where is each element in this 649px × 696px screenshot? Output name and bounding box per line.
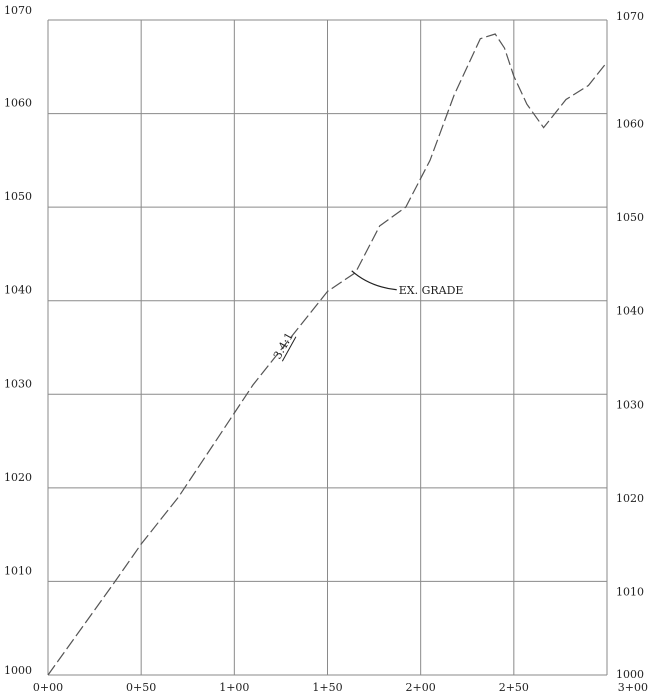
- annotations: EX. GRADE 3.4:1: [271, 270, 464, 362]
- y-tick-label-right: 1000: [616, 668, 644, 681]
- ex-grade-label: EX. GRADE: [399, 284, 464, 297]
- y-axis-right-ticks: 1000 1010 1020 1030 1040 1050 1060 1070: [616, 10, 644, 681]
- slope-underline: [281, 336, 297, 362]
- y-tick-label-left: 1070: [4, 4, 32, 17]
- x-tick-label: 0+50: [126, 681, 156, 694]
- x-tick-label: 2+50: [499, 681, 529, 694]
- y-tick-label-right: 1050: [616, 211, 644, 224]
- x-tick-label: 0+00: [33, 681, 63, 694]
- x-axis-ticks: 0+00 0+50 1+00 1+50 2+00 2+50 3+00: [33, 681, 648, 694]
- y-tick-label-left: 1010: [4, 564, 32, 577]
- y-tick-label-right: 1060: [616, 118, 644, 131]
- x-tick-label: 1+00: [219, 681, 249, 694]
- ex-grade-leader: [351, 270, 397, 291]
- grid-lines: [47, 19, 608, 676]
- y-tick-label-right: 1010: [616, 585, 644, 598]
- ground-profile: [47, 33, 608, 676]
- y-tick-label-left: 1060: [4, 97, 32, 110]
- x-tick-label: 1+50: [312, 681, 342, 694]
- x-tick-label: 3+00: [618, 681, 648, 694]
- y-tick-label-left: 1040: [4, 284, 32, 297]
- y-tick-label-right: 1030: [616, 398, 644, 411]
- y-tick-label-right: 1070: [616, 10, 644, 23]
- y-tick-label-left: 1030: [4, 377, 32, 390]
- y-tick-label-left: 1050: [4, 190, 32, 203]
- series-line: [47, 33, 608, 676]
- y-tick-label-right: 1020: [616, 492, 644, 505]
- y-tick-label-left: 1000: [4, 664, 32, 677]
- slope-label: 3.4:1: [271, 330, 296, 361]
- y-tick-label-right: 1040: [616, 305, 644, 318]
- y-axis-left-ticks: 1000 1010 1020 1030 1040 1050 1060 1070: [4, 4, 32, 677]
- y-tick-label-left: 1020: [4, 471, 32, 484]
- x-tick-label: 2+00: [406, 681, 436, 694]
